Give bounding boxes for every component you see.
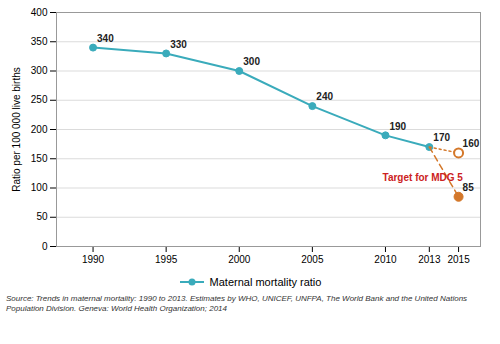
svg-text:150: 150 <box>31 153 48 164</box>
svg-text:2010: 2010 <box>374 254 397 265</box>
svg-text:250: 250 <box>31 94 48 105</box>
svg-text:Ratio per 100 000 live births: Ratio per 100 000 live births <box>11 67 22 192</box>
svg-text:50: 50 <box>36 211 48 222</box>
svg-text:2013: 2013 <box>418 254 441 265</box>
svg-text:350: 350 <box>31 36 48 47</box>
svg-text:Target for MDG 5: Target for MDG 5 <box>383 172 464 183</box>
svg-text:0: 0 <box>42 241 48 252</box>
svg-text:200: 200 <box>31 124 48 135</box>
svg-text:160: 160 <box>463 138 480 149</box>
svg-text:300: 300 <box>243 56 260 67</box>
html-text:Source: Trends in maternal mor: Source: Trends in maternal mortality: 19… <box>6 294 468 313</box>
svg-text:1995: 1995 <box>155 254 178 265</box>
svg-text:330: 330 <box>170 39 187 50</box>
svg-text:1990: 1990 <box>82 254 105 265</box>
svg-text:2000: 2000 <box>228 254 251 265</box>
svg-text:100: 100 <box>31 182 48 193</box>
svg-text:2005: 2005 <box>301 254 324 265</box>
svg-text:2015: 2015 <box>447 254 470 265</box>
svg-text:240: 240 <box>316 91 333 102</box>
svg-text:400: 400 <box>31 7 48 18</box>
svg-text:85: 85 <box>463 182 475 193</box>
svg-text:300: 300 <box>31 65 48 76</box>
html-text:Maternal mortality ratio: Maternal mortality ratio <box>209 276 322 288</box>
svg-text:190: 190 <box>389 121 406 132</box>
svg-text:170: 170 <box>433 132 450 143</box>
svg-text:340: 340 <box>97 33 114 44</box>
